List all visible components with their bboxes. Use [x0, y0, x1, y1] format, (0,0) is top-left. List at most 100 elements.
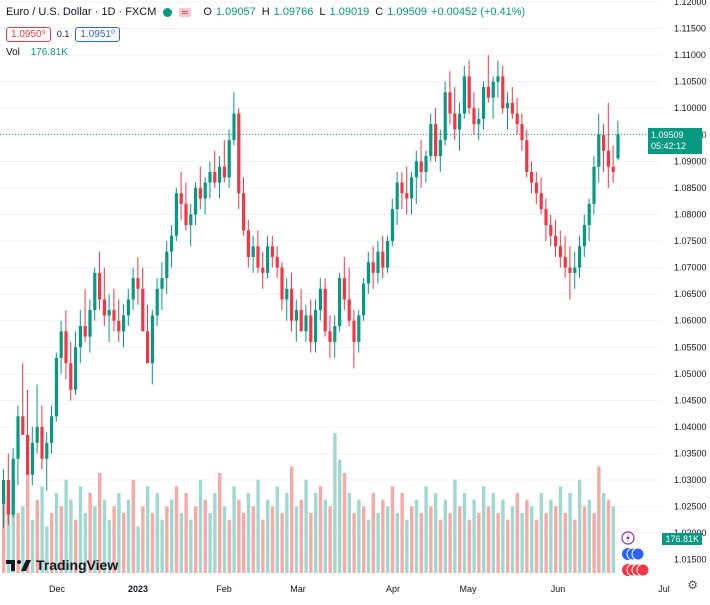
volume-bar	[59, 506, 63, 573]
candle-body	[208, 171, 212, 183]
candle-body	[45, 442, 49, 459]
volume-legend[interactable]: Vol 176.81K	[6, 47, 525, 58]
volume-bar	[16, 513, 20, 573]
candle-body	[88, 310, 92, 337]
candle-body	[602, 134, 606, 151]
buy-button[interactable]: 1.0951⁰	[75, 26, 120, 42]
tradingview-logo-icon	[6, 560, 31, 571]
candle-body	[530, 171, 534, 183]
volume-bar	[117, 493, 121, 573]
candle-body	[539, 193, 543, 210]
candle-body	[506, 102, 510, 109]
candle-body	[491, 81, 495, 98]
candle-body	[338, 278, 342, 327]
candle-body	[98, 272, 102, 300]
volume-bar	[506, 519, 510, 573]
candle-body	[150, 315, 154, 364]
candle-body	[40, 426, 44, 459]
price-tick-label: 1.11000	[674, 50, 706, 60]
candle-body	[26, 434, 30, 475]
volume-bar	[285, 493, 289, 573]
price-tick-label: 1.07500	[674, 236, 707, 246]
volume-bar	[424, 486, 428, 573]
volume-bar	[102, 499, 107, 573]
volume-bar	[40, 486, 44, 573]
volume-bar	[309, 513, 313, 573]
volume-bar	[198, 479, 203, 573]
time-tick-label: Jul	[658, 584, 670, 594]
candle-body	[592, 166, 596, 204]
candle-body	[184, 203, 188, 226]
countdown-text: 05:42:12	[651, 141, 687, 152]
candle-body	[107, 310, 111, 316]
candle-body	[304, 315, 308, 332]
candle-body	[482, 86, 486, 119]
equal-sign-icon[interactable]	[179, 7, 192, 17]
candle-body	[170, 235, 174, 252]
volume-bar	[275, 486, 279, 573]
volume-bar	[558, 486, 563, 573]
candle-body	[290, 288, 294, 321]
candle-body	[352, 320, 356, 342]
candle-body	[131, 278, 135, 300]
volume-bar	[160, 519, 164, 573]
volume-bar	[290, 466, 294, 573]
volume-bar	[45, 526, 49, 573]
candles	[2, 55, 620, 528]
last-price-text: 1.09509	[651, 130, 684, 141]
candle-body	[189, 214, 193, 226]
time-tick-label: Jun	[551, 584, 566, 594]
market-status-dot[interactable]	[163, 7, 173, 17]
candle-body	[155, 288, 159, 316]
volume-bar	[376, 513, 380, 573]
volume-bar	[256, 479, 260, 573]
candle-body	[525, 140, 529, 172]
candle-body	[453, 113, 457, 130]
price-tick-label: 1.06500	[674, 289, 707, 299]
candle-body	[318, 288, 322, 311]
price-tick-label: 1.01500	[674, 555, 707, 565]
symbol-title[interactable]: Euro / U.S. Dollar · 1D · FXCM	[6, 6, 157, 18]
volume-bar	[366, 519, 371, 573]
last-price-tag: 1.09509 05:42:12	[648, 128, 702, 155]
tradingview-logo[interactable]: TradingView	[6, 557, 118, 573]
candle-body	[136, 278, 140, 289]
volume-bar	[544, 513, 548, 573]
price-tick-label: 1.08500	[674, 183, 707, 193]
event-flags-icon[interactable]	[622, 547, 650, 577]
volume-bar	[438, 519, 443, 573]
volume-bar	[443, 499, 447, 573]
candle-body	[261, 267, 265, 273]
candle-body	[309, 315, 313, 342]
candle-body	[616, 134, 620, 159]
volume-tag: 176.81K	[662, 533, 702, 545]
trade-buttons-row: 1.0950⁹ 0.1 1.0951⁰	[6, 25, 525, 43]
volume-bar	[419, 513, 423, 573]
volume-bar	[496, 513, 500, 573]
volume-bar	[232, 486, 236, 573]
volume-bar	[501, 499, 505, 573]
candle-body	[285, 288, 289, 300]
time-tick-label: May	[459, 584, 477, 594]
logo-text: TradingView	[36, 557, 119, 573]
candle-body	[410, 177, 414, 199]
candle-body	[59, 331, 63, 358]
volume-bar	[74, 519, 78, 573]
candle-body	[477, 118, 481, 125]
volume-bar	[179, 513, 183, 573]
candle-body	[371, 262, 375, 273]
candle-body	[395, 182, 399, 210]
sell-button[interactable]: 1.0950⁹	[6, 26, 51, 42]
lightning-icon[interactable]	[621, 531, 635, 545]
volume-bar	[318, 486, 323, 573]
volume-bar	[194, 506, 198, 573]
volume-bar	[410, 506, 414, 573]
volume-bar	[126, 499, 131, 573]
volume-bar	[69, 499, 73, 573]
price-tick-label: 1.05000	[674, 369, 707, 379]
candle-body	[227, 140, 231, 178]
settings-gear-icon[interactable]: ⚙	[687, 578, 698, 592]
volume-bar	[26, 473, 30, 573]
